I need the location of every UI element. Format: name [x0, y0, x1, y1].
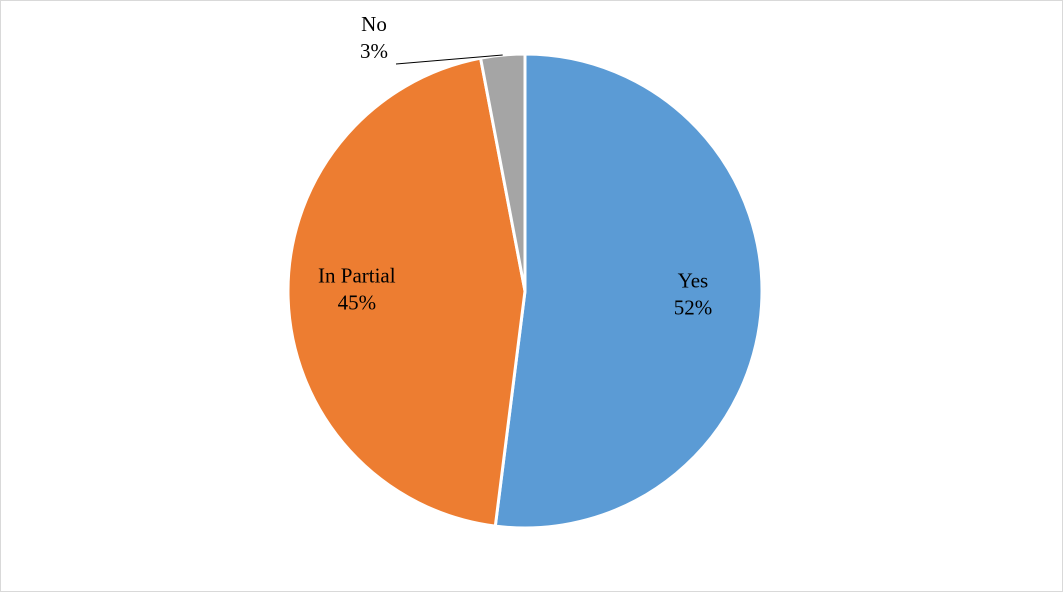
- pie-slices: [286, 52, 764, 530]
- value-label-in-partial: 45%: [338, 290, 377, 314]
- value-label-yes: 52%: [674, 296, 713, 320]
- leader-line-no: [395, 54, 503, 65]
- category-label-in-partial: In Partial: [318, 263, 396, 287]
- category-label-yes: Yes: [678, 269, 709, 293]
- pie-labels: Yes 52% In Partial 45% No 3%: [318, 12, 712, 320]
- category-label-no: No: [361, 12, 387, 36]
- pie-slice-no: [478, 52, 527, 292]
- value-label-no: 3%: [360, 39, 388, 63]
- pie-slice-yes: [493, 52, 764, 530]
- pie-slice-in-partial: [286, 56, 527, 528]
